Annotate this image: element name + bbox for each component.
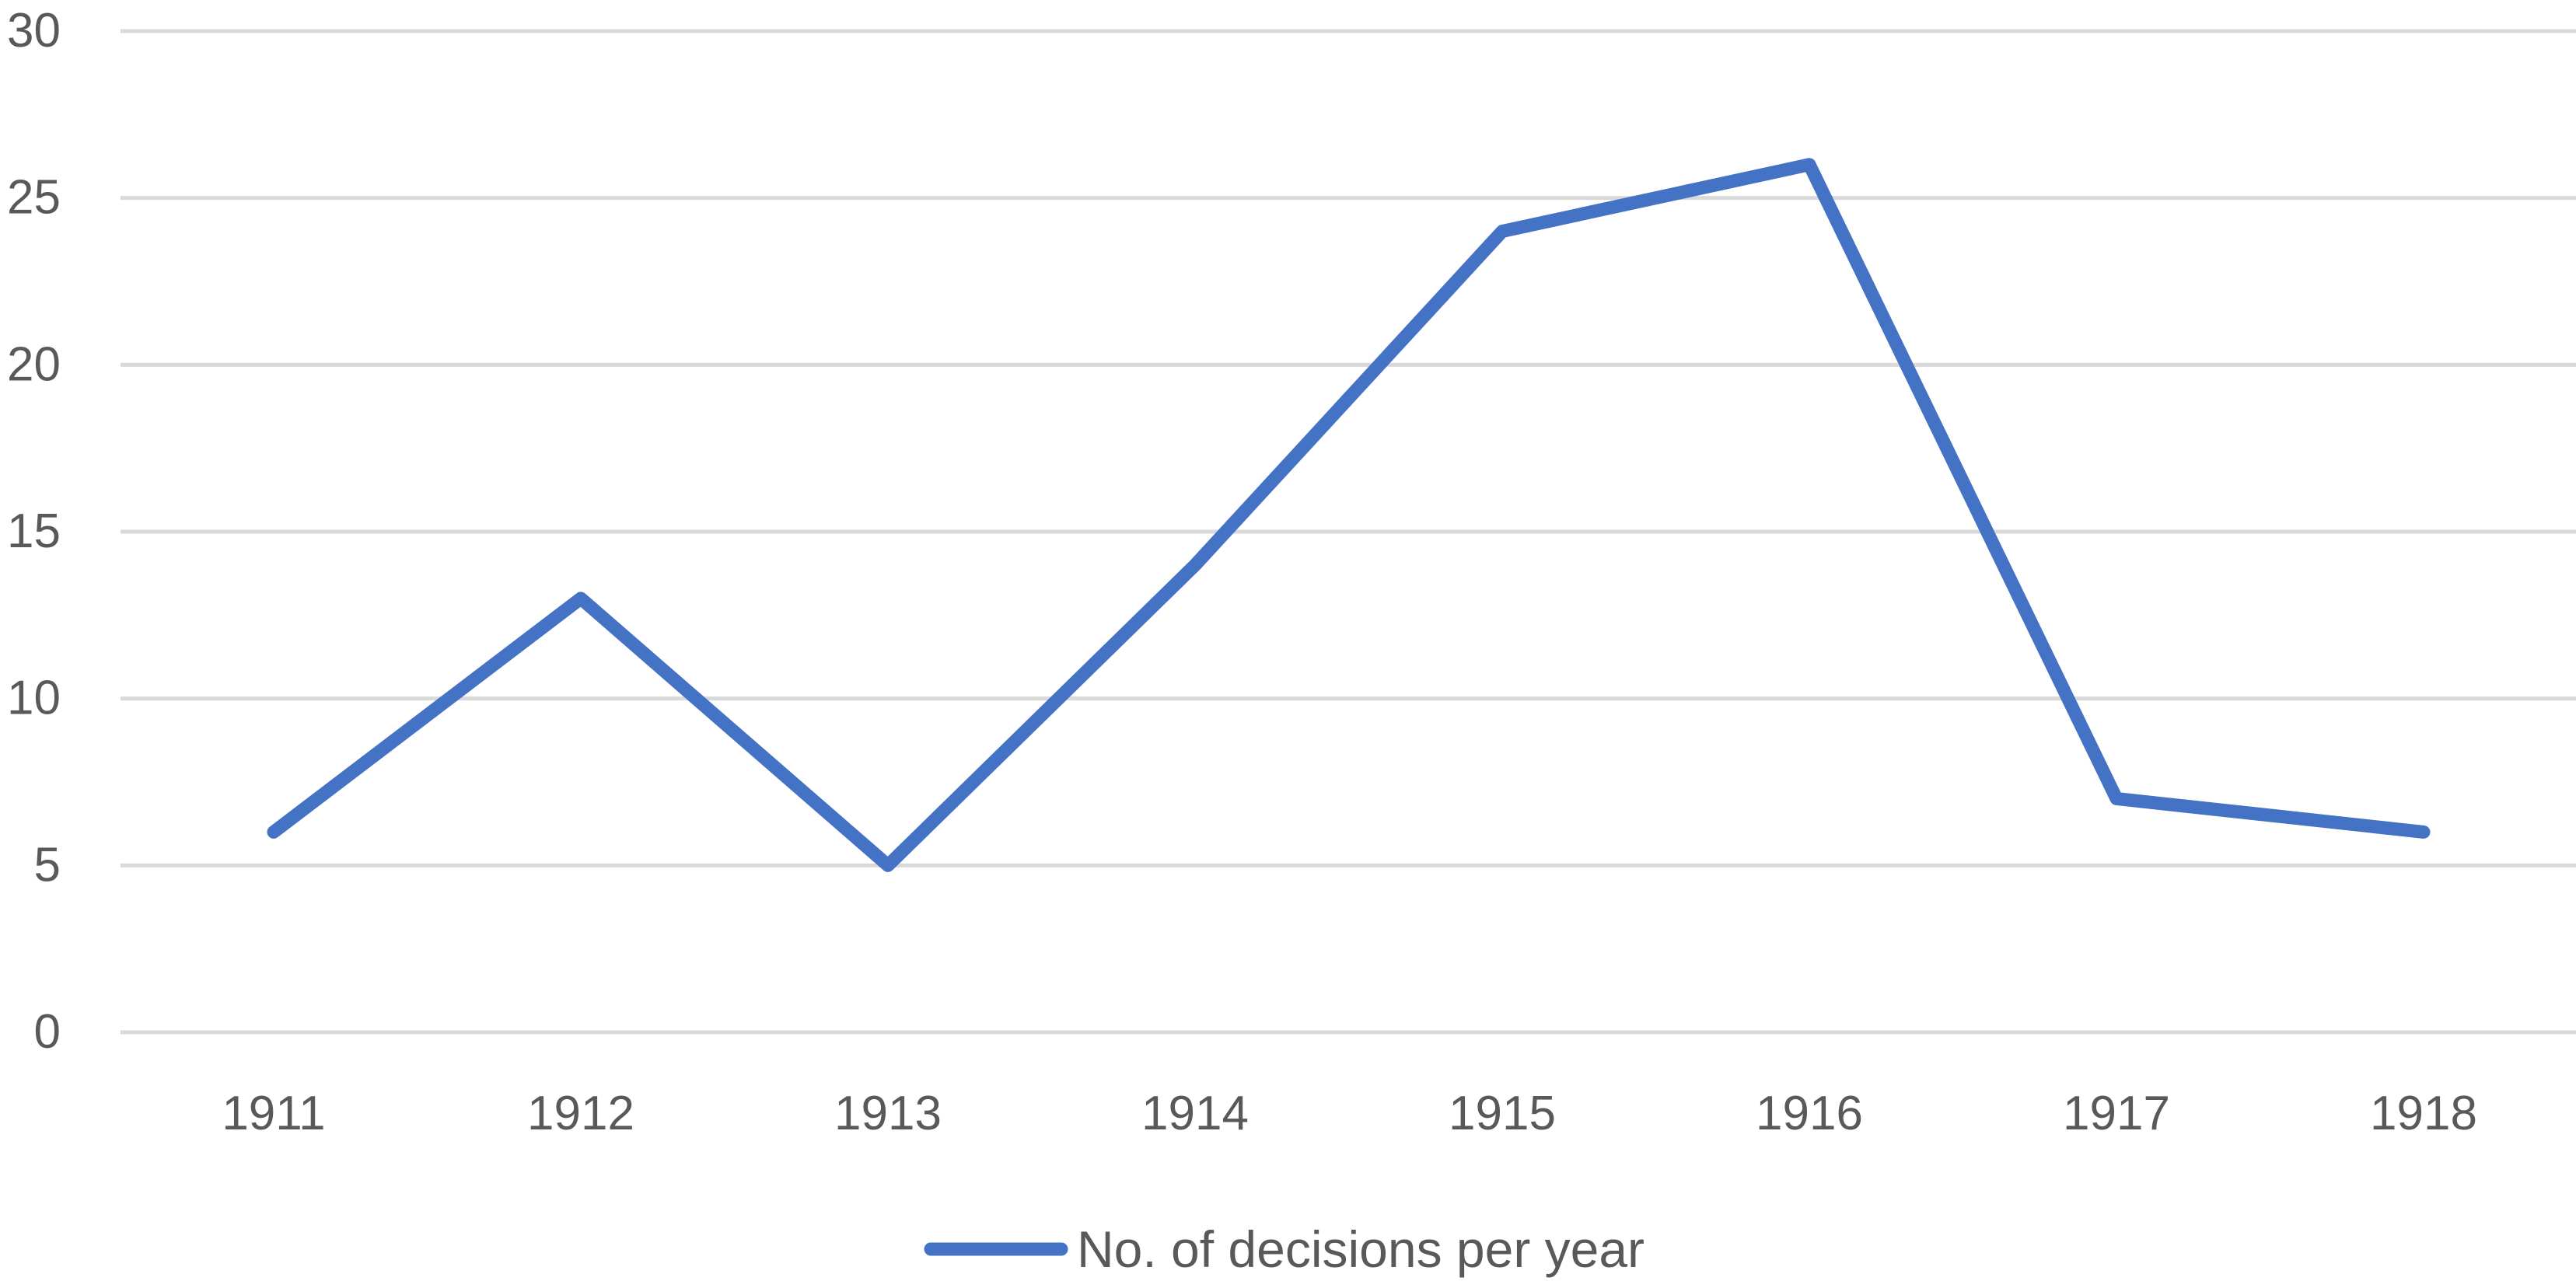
x-tick-label: 1918	[2370, 1087, 2477, 1140]
data-point	[271, 829, 277, 836]
series-line-0	[267, 158, 2431, 872]
y-tick-label: 10	[7, 672, 61, 725]
x-tick-label: 1917	[2063, 1087, 2170, 1140]
y-tick-label: 25	[7, 171, 61, 225]
data-point	[885, 862, 891, 869]
data-point	[2420, 829, 2427, 836]
data-point	[2113, 795, 2120, 802]
y-tick-label: 20	[7, 337, 61, 391]
x-tick-label: 1913	[834, 1087, 942, 1140]
data-point	[1806, 161, 1812, 168]
x-axis-ticks: 1911 1912 1913 1914 1915 1916 1917 1918	[222, 1087, 2477, 1140]
y-tick-label: 5	[34, 838, 61, 892]
gridlines	[121, 29, 2576, 1035]
x-tick-label: 1912	[527, 1087, 634, 1140]
data-point	[578, 595, 584, 602]
y-axis-ticks: 0 5 10 15 20 25 30	[7, 4, 61, 1059]
y-tick-label: 15	[7, 504, 61, 558]
x-tick-label: 1916	[1756, 1087, 1863, 1140]
data-point	[1192, 561, 1198, 568]
series-layer	[267, 158, 2431, 872]
x-tick-label: 1915	[1449, 1087, 1556, 1140]
legend: No. of decisions per year	[924, 1220, 1645, 1278]
data-point	[1499, 228, 1505, 235]
y-tick-label: 0	[34, 1005, 61, 1059]
y-tick-label: 30	[7, 4, 61, 58]
legend-label: No. of decisions per year	[1077, 1220, 1645, 1278]
x-tick-label: 1914	[1141, 1087, 1249, 1140]
x-tick-label: 1911	[222, 1087, 325, 1140]
